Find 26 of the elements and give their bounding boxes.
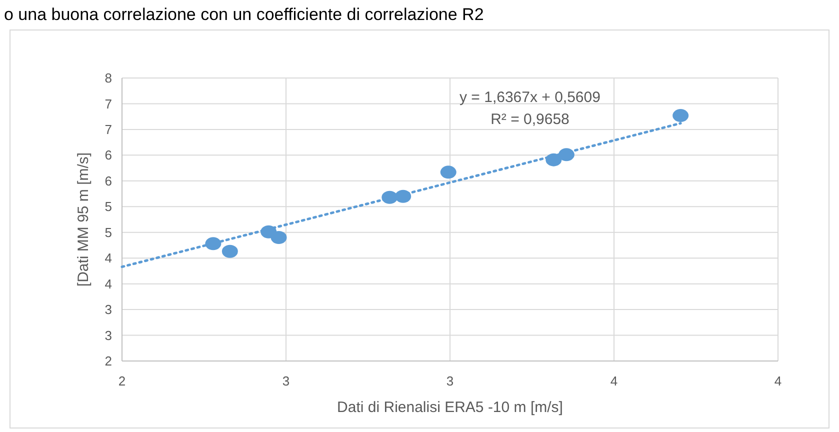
y-tick-label: 7 (104, 96, 112, 112)
y-tick-label: 6 (104, 173, 112, 188)
x-tick-label: 2 (118, 374, 126, 389)
y-tick-label: 3 (104, 302, 112, 318)
y-tick-label: 3 (104, 328, 112, 343)
point (270, 231, 287, 244)
y-axis-title: [Dati MM 95 m [m/s] (75, 152, 92, 287)
x-tick-label: 3 (446, 374, 454, 389)
annotation: y = 1,6367x + 0,5609 (460, 89, 600, 106)
point (672, 109, 689, 122)
y-tick-label: 6 (104, 148, 112, 163)
y-tick-label: 5 (104, 224, 112, 240)
point (440, 166, 456, 179)
text: o una buona correlazione con un coefficiente di correlazione R2 (4, 5, 484, 24)
point (222, 244, 238, 258)
y-tick-label: 4 (104, 276, 112, 292)
x-tick-label: 4 (774, 374, 782, 389)
y-tick-label: 5 (104, 199, 112, 214)
x-tick-label: 3 (282, 374, 290, 389)
y-tick-label: 7 (104, 122, 112, 138)
annotation: R² = 0,9658 (490, 111, 570, 128)
y-tick-label: 4 (104, 250, 112, 266)
x-axis-title: Dati di Rienalisi ERA5 -10 m [m/s] (337, 399, 563, 416)
y-tick-label: 8 (104, 70, 112, 86)
y-tick-label: 2 (104, 354, 112, 369)
x-tick-label: 4 (610, 374, 618, 389)
